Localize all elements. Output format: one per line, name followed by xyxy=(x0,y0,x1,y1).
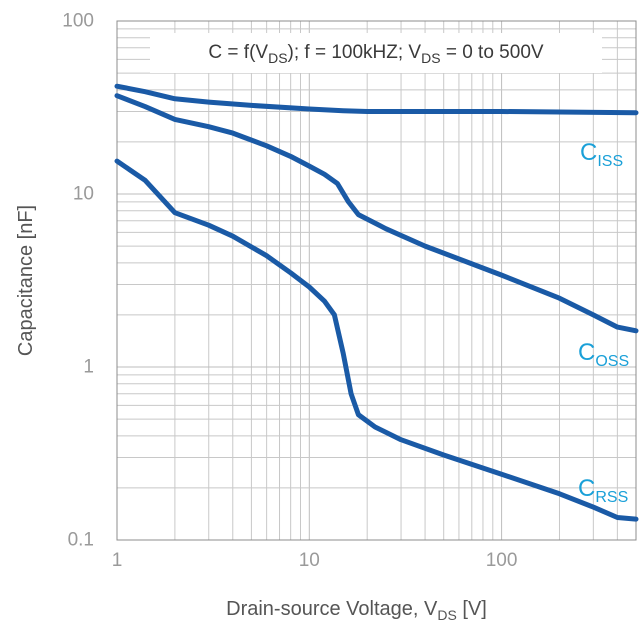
y-axis-label: Capacitance [nF] xyxy=(15,205,37,356)
series-labels: CISS COSS CRSS xyxy=(578,139,629,506)
series-lines xyxy=(114,83,639,522)
y-tick-label: 10 xyxy=(73,184,94,205)
x-tick-labels: 1 10 100 xyxy=(112,550,518,571)
x-tick-label: 10 xyxy=(299,550,320,571)
series-line-oss xyxy=(114,93,639,334)
y-tick-labels: 0.1 1 10 100 xyxy=(62,11,94,551)
y-tick-label: 1 xyxy=(83,357,94,378)
x-tick-label: 1 xyxy=(112,550,123,571)
series-label-iss: CISS xyxy=(580,139,623,170)
chart-title: C = f(VDS); f = 100kHZ; VDS = 0 to 500V xyxy=(208,42,543,66)
series-line-iss xyxy=(114,83,639,116)
series-line-rss xyxy=(114,158,639,522)
chart-title-box: C = f(VDS); f = 100kHZ; VDS = 0 to 500V xyxy=(150,33,602,73)
y-tick-label: 100 xyxy=(62,11,94,32)
series-label-rss: CRSS xyxy=(578,475,628,506)
plot-frame xyxy=(116,20,637,541)
x-tick-label: 100 xyxy=(486,550,518,571)
y-tick-label: 0.1 xyxy=(68,530,94,551)
series-label-oss: COSS xyxy=(578,339,629,370)
x-axis-label: Drain-source Voltage, VDS [V] xyxy=(226,598,487,623)
